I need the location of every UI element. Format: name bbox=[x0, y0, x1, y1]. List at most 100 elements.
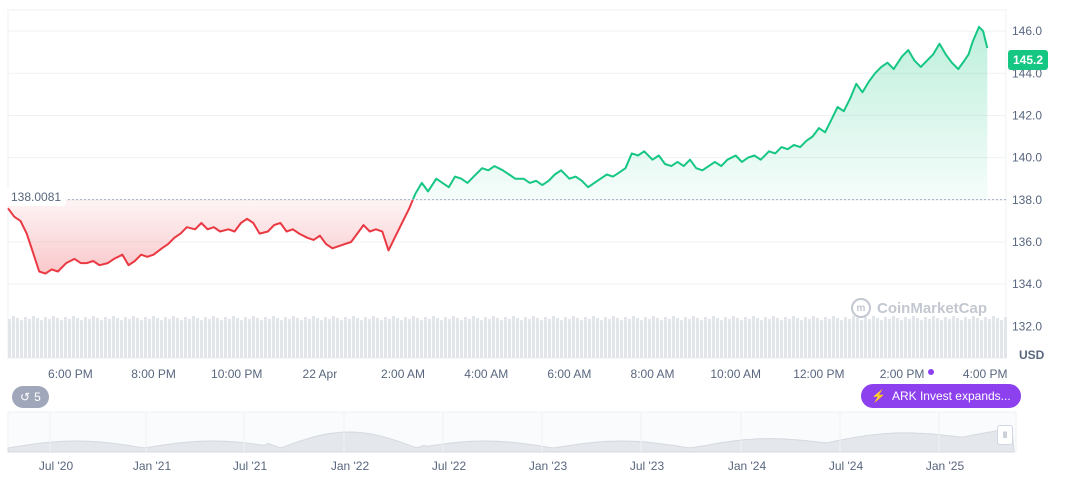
volume-bar bbox=[960, 320, 963, 358]
y-tick-label: 136.0 bbox=[1012, 235, 1042, 249]
volume-bar bbox=[336, 318, 339, 358]
volume-bar bbox=[556, 318, 559, 358]
volume-bar bbox=[308, 319, 311, 358]
volume-bar bbox=[16, 318, 19, 358]
area-below-baseline bbox=[8, 199, 413, 274]
volume-bar bbox=[36, 318, 39, 358]
y-tick-label: 134.0 bbox=[1012, 277, 1042, 291]
volume-bar bbox=[500, 320, 503, 358]
volume-bar bbox=[356, 318, 359, 358]
volume-bar bbox=[552, 316, 555, 358]
volume-bar bbox=[828, 319, 831, 358]
volume-bar bbox=[660, 320, 663, 358]
volume-bar bbox=[468, 319, 471, 358]
volume-bar bbox=[740, 320, 743, 358]
x-tick-label: 10:00 AM bbox=[710, 367, 761, 381]
volume-bar bbox=[900, 320, 903, 358]
volume-bar bbox=[844, 317, 847, 358]
navigator-handle[interactable]: ll bbox=[997, 425, 1013, 445]
volume-bar bbox=[992, 316, 995, 358]
volume-bar bbox=[128, 319, 131, 358]
volume-bar bbox=[400, 320, 403, 358]
current-price-badge: 145.2 bbox=[1008, 50, 1048, 70]
watermark-text: CoinMarketCap bbox=[877, 299, 988, 317]
navigator-x-tick-label: Jan '23 bbox=[529, 459, 568, 473]
volume-bar bbox=[152, 316, 155, 358]
volume-bar bbox=[332, 316, 335, 358]
navigator-x-tick-label: Jul '22 bbox=[432, 459, 467, 473]
volume-bar bbox=[732, 316, 735, 358]
volume-bar bbox=[324, 317, 327, 358]
volume-bar bbox=[508, 319, 511, 358]
navigator-x-tick-label: Jul '24 bbox=[829, 459, 864, 473]
volume-bar bbox=[752, 316, 755, 358]
volume-bar bbox=[576, 318, 579, 358]
volume-bar bbox=[668, 319, 671, 358]
volume-bar bbox=[796, 318, 799, 358]
volume-bar bbox=[24, 317, 27, 358]
volume-bar bbox=[520, 320, 523, 358]
volume-bar bbox=[404, 317, 407, 358]
volume-bar bbox=[860, 320, 863, 358]
volume-bar bbox=[416, 318, 419, 358]
volume-bar bbox=[840, 320, 843, 358]
volume-bar bbox=[384, 317, 387, 358]
volume-bar bbox=[528, 319, 531, 358]
volume-bar bbox=[104, 317, 107, 358]
volume-bar bbox=[956, 318, 959, 358]
volume-bar bbox=[340, 320, 343, 358]
navigator-x-tick-label: Jan '25 bbox=[926, 459, 965, 473]
lightning-icon: ⚡ bbox=[871, 389, 886, 403]
volume-bar bbox=[456, 318, 459, 358]
price-line-down bbox=[7, 199, 414, 275]
volume-bar bbox=[312, 316, 315, 358]
volume-bar bbox=[756, 318, 759, 358]
volume-bar bbox=[440, 320, 443, 358]
volume-bar bbox=[624, 317, 627, 358]
volume-bar bbox=[56, 318, 59, 358]
volume-bar bbox=[600, 320, 603, 358]
history-count: 5 bbox=[34, 390, 41, 404]
volume-bar bbox=[84, 317, 87, 358]
volume-bar bbox=[228, 319, 231, 358]
currency-label: USD bbox=[1019, 348, 1045, 362]
volume-bar bbox=[216, 318, 219, 358]
volume-bar bbox=[812, 316, 815, 358]
volume-bar bbox=[820, 320, 823, 358]
volume-bar bbox=[448, 319, 451, 358]
volume-bar bbox=[328, 319, 331, 358]
volume-bar bbox=[460, 320, 463, 358]
volume-bar bbox=[268, 319, 271, 358]
volume-bar bbox=[76, 318, 79, 358]
volume-bar bbox=[288, 319, 291, 358]
volume-bar bbox=[948, 319, 951, 358]
volume-bar bbox=[644, 317, 647, 358]
volume-bar bbox=[1000, 320, 1003, 358]
volume-bar bbox=[168, 319, 171, 358]
volume-bar bbox=[744, 317, 747, 358]
news-event-pill[interactable]: ⚡ ARK Invest expands... bbox=[861, 384, 1021, 408]
navigator-x-tick-label: Jan '21 bbox=[133, 459, 172, 473]
volume-bar bbox=[984, 317, 987, 358]
volume-bar bbox=[736, 318, 739, 358]
volume-bar bbox=[8, 319, 11, 358]
history-icon: ↺ bbox=[20, 390, 31, 404]
volume-bar bbox=[184, 317, 187, 358]
volume-bar bbox=[656, 318, 659, 358]
volume-bar bbox=[436, 318, 439, 358]
volume-bar bbox=[136, 318, 139, 358]
volume-bar bbox=[652, 316, 655, 358]
volume-bar bbox=[688, 319, 691, 358]
volume-bar bbox=[724, 317, 727, 358]
volume-bar bbox=[360, 320, 363, 358]
volume-bar bbox=[480, 320, 483, 358]
history-events-badge[interactable]: ↺ 5 bbox=[12, 386, 49, 408]
volume-bar bbox=[612, 316, 615, 358]
volume-bar bbox=[504, 317, 507, 358]
price-line-up bbox=[411, 25, 989, 200]
x-tick-label: 4:00 PM bbox=[963, 367, 1008, 381]
volume-bar bbox=[680, 320, 683, 358]
volume-bar bbox=[32, 316, 35, 358]
